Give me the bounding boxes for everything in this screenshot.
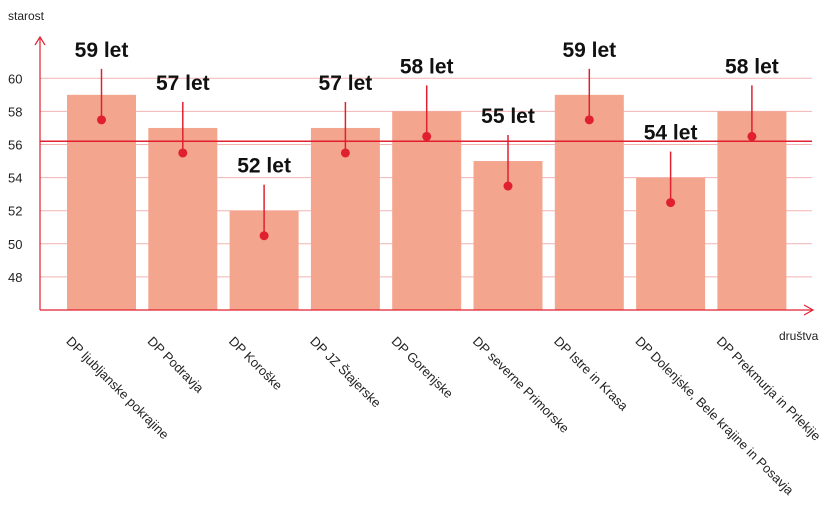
- bar: [717, 111, 787, 311]
- y-tick-labels: 48 50 52 54 56 58 60: [8, 71, 22, 285]
- bar: [67, 94, 136, 310]
- y-tick-label: 54: [8, 171, 22, 186]
- x-axis-arrow-icon: [803, 304, 815, 316]
- y-axis-arrow-icon: [34, 35, 46, 46]
- data-point: [178, 148, 188, 158]
- bar: [554, 94, 624, 310]
- bars: [67, 94, 787, 311]
- data-point: [747, 131, 757, 141]
- category-label: DP Gorenjske: [389, 334, 457, 402]
- bar: [310, 127, 380, 310]
- data-label: 59 let: [562, 39, 616, 62]
- data-labels: 59 let 57 let 52 let 57 let 58 let 55 let 59 l…: [75, 39, 779, 178]
- data-point: [97, 115, 106, 125]
- data-label: 58 let: [400, 55, 454, 78]
- data-label: 58 let: [725, 55, 779, 78]
- data-point: [584, 115, 594, 125]
- y-tick-label: 48: [8, 270, 22, 285]
- bar: [148, 127, 218, 310]
- category-label: DP Dolenjske, Bele krajine in Posavja: [632, 334, 797, 499]
- data-label: 57 let: [156, 72, 210, 95]
- category-label: DP Podravja: [145, 334, 208, 397]
- category-label: DP Istre in Krasa: [551, 334, 631, 414]
- data-markers: [97, 68, 757, 241]
- data-point: [259, 231, 269, 241]
- data-label: 52 let: [237, 155, 291, 178]
- y-tick-label: 58: [8, 104, 22, 119]
- y-tick-label: 60: [8, 71, 22, 86]
- data-point: [340, 148, 350, 158]
- y-axis-title: starost: [8, 9, 45, 23]
- y-tick-label: 50: [8, 237, 22, 252]
- axes: [34, 35, 815, 316]
- data-point: [422, 131, 432, 141]
- data-label: 57 let: [319, 72, 373, 95]
- data-label: 55 let: [481, 105, 535, 128]
- x-axis-title: društva: [779, 329, 819, 343]
- category-label: DP JZ Štajerske: [307, 334, 384, 411]
- data-point: [666, 198, 676, 208]
- data-point: [503, 181, 513, 191]
- y-tick-label: 56: [8, 138, 22, 153]
- data-label: 54 let: [644, 122, 698, 145]
- bar: [392, 111, 462, 311]
- category-label: DP Koroške: [226, 334, 285, 393]
- data-label: 59 let: [75, 39, 129, 62]
- y-tick-label: 52: [8, 204, 22, 219]
